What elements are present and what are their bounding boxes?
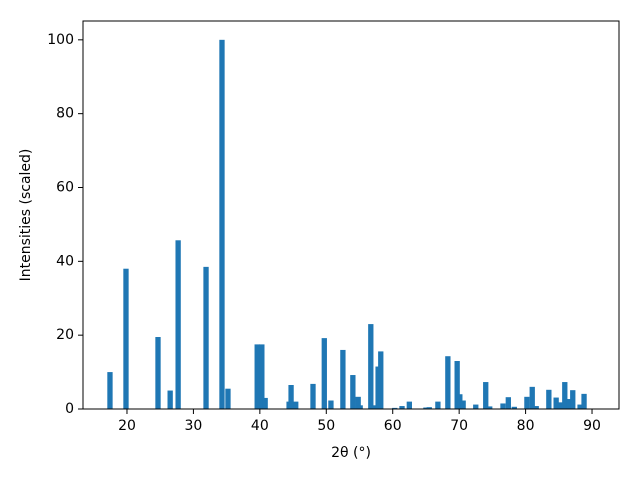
y-axis-label: Intensities (scaled) [18, 149, 34, 282]
bar [460, 400, 466, 409]
bar [562, 382, 568, 409]
bar [357, 405, 363, 409]
plot-frame [82, 20, 620, 410]
bar [473, 404, 479, 409]
y-tick-label: 80 [56, 106, 74, 122]
x-tick-label: 30 [185, 418, 203, 434]
bar [328, 400, 334, 409]
bar [254, 344, 260, 409]
bar [553, 397, 559, 409]
bar [155, 337, 161, 409]
bar [445, 356, 451, 409]
bar [511, 406, 517, 409]
bar [219, 39, 225, 409]
bar [350, 375, 356, 409]
bar [457, 394, 463, 409]
bar [167, 390, 173, 409]
bar [426, 407, 432, 409]
bar [454, 361, 460, 409]
bar [581, 393, 587, 409]
bar [175, 240, 181, 409]
bar [368, 324, 374, 409]
bar [524, 396, 530, 409]
bar [505, 397, 511, 409]
bar [378, 351, 384, 409]
y-tick-label: 40 [56, 253, 74, 269]
x-tick-label: 60 [384, 418, 402, 434]
bar [557, 402, 563, 409]
x-axis-label: 2θ (°) [331, 445, 371, 461]
bar [533, 406, 539, 409]
bar [577, 404, 583, 409]
bar [262, 397, 268, 409]
bar [529, 386, 535, 409]
y-tick-label: 60 [56, 179, 74, 195]
bar [570, 390, 576, 409]
bar [288, 385, 294, 409]
bar [483, 382, 489, 409]
x-tick-label: 20 [118, 418, 136, 434]
x-tick-label: 40 [251, 418, 269, 434]
bar [225, 388, 231, 409]
bar [107, 372, 113, 409]
bar [487, 406, 493, 409]
bar [123, 268, 129, 409]
bar [500, 403, 506, 409]
bar [203, 266, 209, 409]
y-tick-label: 0 [65, 401, 74, 417]
bar [435, 401, 441, 409]
bar [340, 349, 346, 409]
x-tick-label: 80 [517, 418, 535, 434]
bar [321, 338, 327, 409]
bar [310, 383, 316, 409]
x-tick-label: 70 [450, 418, 468, 434]
bar [293, 401, 299, 409]
bar [566, 399, 572, 409]
bar [371, 405, 377, 409]
bar [392, 407, 398, 409]
bar [546, 389, 552, 409]
x-tick-label: 90 [583, 418, 601, 434]
bar [259, 344, 265, 409]
bar [355, 396, 361, 409]
bar [399, 406, 405, 409]
y-tick-label: 20 [56, 327, 74, 343]
y-tick-label: 100 [47, 32, 74, 48]
bar [423, 407, 429, 409]
bar [406, 401, 412, 409]
x-tick-label: 50 [317, 418, 335, 434]
